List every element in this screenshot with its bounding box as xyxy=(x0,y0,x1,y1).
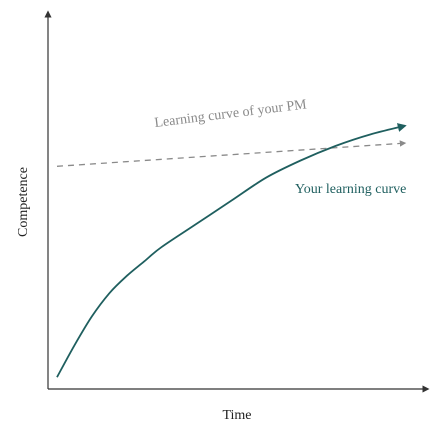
x-axis-title: Time xyxy=(222,408,251,423)
y-axis-title: Competence xyxy=(16,167,31,237)
your-curve-label: Your learning curve xyxy=(295,182,406,197)
your-learning-curve-line xyxy=(56,123,407,378)
pm-curve-label: Learning curve of your PM xyxy=(154,97,308,131)
pm-learning-curve-line xyxy=(56,140,407,167)
